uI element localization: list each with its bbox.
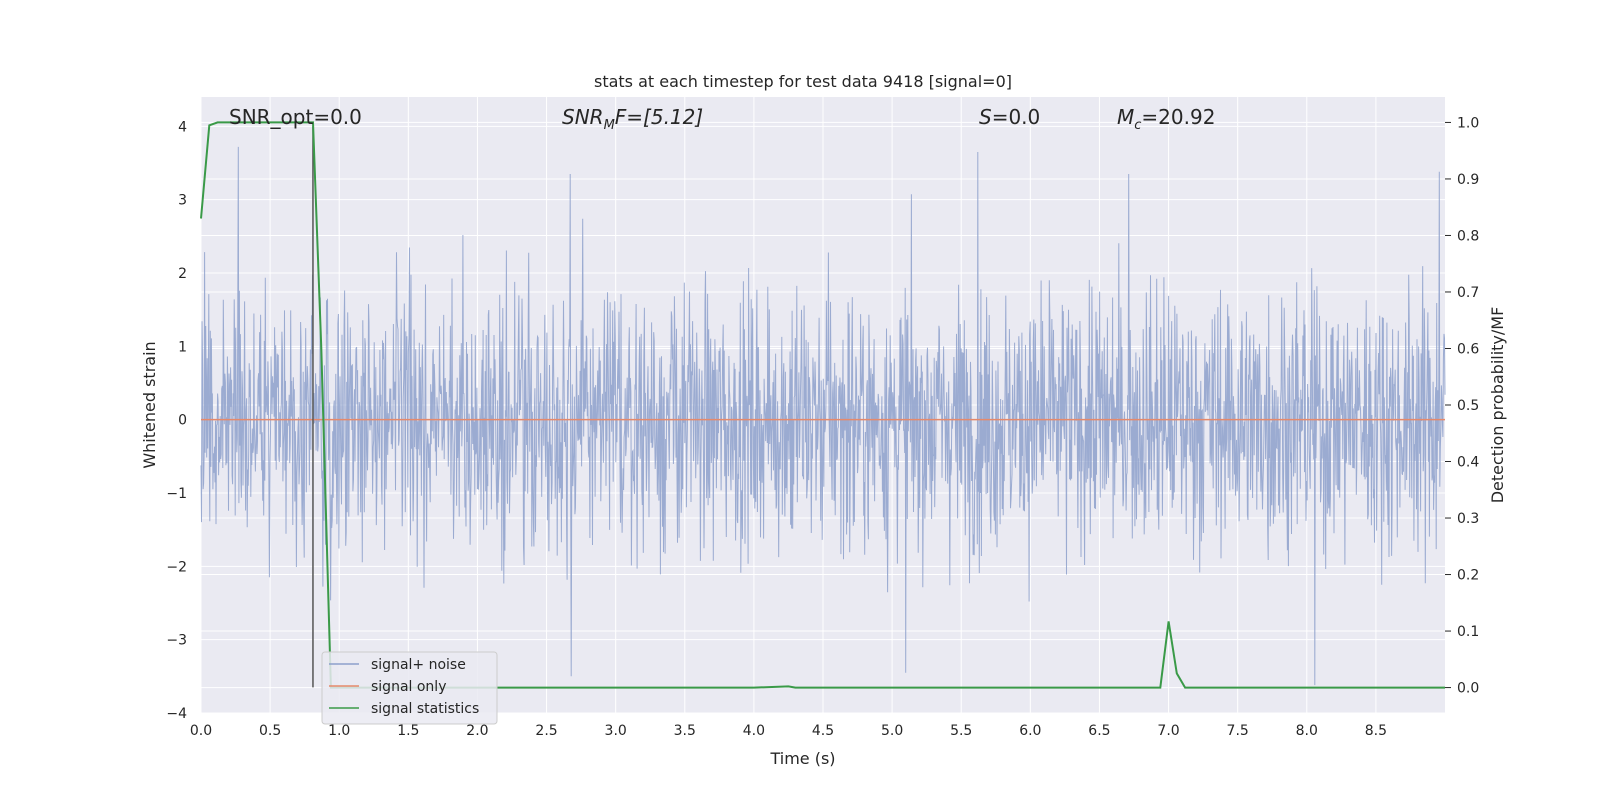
annotation-snr-mf-base: SNR [562, 105, 604, 129]
legend-box [321, 651, 498, 725]
left-tick-label: 3 [178, 193, 187, 209]
left-axis-label: Whitened strain [140, 341, 159, 468]
annotation-s-base: S [979, 105, 992, 129]
x-tick-label: 5.0 [881, 723, 903, 739]
annotation-snr-mf-rest: F=[5.12] [615, 105, 703, 129]
right-tick-label: 0.1 [1457, 624, 1479, 640]
x-tick-label: 7.5 [1227, 723, 1249, 739]
x-tick-label: 1.0 [328, 723, 350, 739]
right-tick-label: 0.2 [1457, 568, 1479, 584]
x-tick-label: 4.5 [812, 723, 834, 739]
series-signal-plus-noise [200, 146, 1446, 686]
x-tick-label: 2.5 [535, 723, 557, 739]
left-tick-label: −3 [166, 633, 187, 649]
right-axis-ticks: 1.0 0.9 0.8 0.7 0.6 0.5 0.4 0.3 0.2 0.1 0.0 [1445, 115, 1479, 697]
right-tick-label: 0.7 [1457, 285, 1479, 301]
right-tick-label: 0.9 [1457, 172, 1479, 188]
left-tick-label: −2 [166, 559, 187, 575]
noise-trace [200, 146, 1446, 686]
annotation-s-rest: =0.0 [992, 105, 1041, 129]
annotation-snr-mf: SNRMF=[5.12] [562, 105, 703, 133]
x-tick-label: 4.0 [743, 723, 765, 739]
x-axis-ticks: 0.0 0.5 1.0 1.5 2.0 2.5 3.0 3.5 4.0 4.5 5.0 5.5 6.0 6… [190, 723, 1387, 739]
annotation-snr-mf-sub: M [604, 118, 615, 133]
x-tick-label: 0.5 [259, 723, 281, 739]
legend: signal+ noise signal only signal statist… [321, 651, 498, 725]
annotation-mc-rest: =20.92 [1141, 105, 1215, 129]
x-tick-label: 2.0 [466, 723, 488, 739]
x-tick-label: 5.5 [950, 723, 972, 739]
annotation-mc-sub: c [1134, 118, 1141, 133]
x-tick-label: 3.0 [605, 723, 627, 739]
annotation-mc: Mc=20.92 [1117, 105, 1215, 133]
right-axis-label: Detection probability/MF [1488, 307, 1507, 504]
right-tick-label: 0.4 [1457, 455, 1479, 471]
left-tick-label: −4 [166, 706, 187, 722]
right-tick-label: 0.6 [1457, 341, 1479, 357]
x-axis-label: Time (s) [769, 749, 835, 768]
right-tick-label: 1.0 [1457, 115, 1479, 131]
x-tick-label: 7.0 [1157, 723, 1179, 739]
x-tick-label: 0.0 [190, 723, 212, 739]
annotation-mc-base: M [1117, 105, 1134, 129]
series-signal-statistics [200, 121, 1445, 689]
annotation-snr-opt: SNR_opt=0.0 [229, 105, 362, 129]
x-tick-label: 8.5 [1365, 723, 1387, 739]
left-tick-label: −1 [166, 486, 187, 502]
x-tick-label: 1.5 [397, 723, 419, 739]
legend-label-signal-only: signal only [371, 679, 446, 695]
legend-label-signal-statistics: signal statistics [371, 701, 479, 717]
left-tick-label: 1 [178, 339, 187, 355]
x-tick-label: 6.0 [1019, 723, 1041, 739]
legend-label-signal-plus-noise: signal+ noise [371, 657, 466, 673]
chart-title: stats at each timestep for test data 941… [594, 72, 1012, 91]
right-tick-label: 0.3 [1457, 511, 1479, 527]
annotation-s: S=0.0 [979, 105, 1040, 129]
left-tick-label: 2 [178, 266, 187, 282]
left-tick-label: 4 [178, 119, 187, 135]
x-tick-label: 8.0 [1296, 723, 1318, 739]
signal-statistics-trace [200, 121, 1445, 689]
right-tick-label: 0.0 [1457, 681, 1479, 697]
x-tick-label: 6.5 [1088, 723, 1110, 739]
left-tick-label: 0 [178, 413, 187, 429]
left-axis-ticks: 4 3 2 1 0 −1 −2 −3 −4 [166, 119, 187, 722]
right-tick-label: 0.8 [1457, 228, 1479, 244]
right-tick-label: 0.5 [1457, 398, 1479, 414]
x-tick-label: 3.5 [674, 723, 696, 739]
